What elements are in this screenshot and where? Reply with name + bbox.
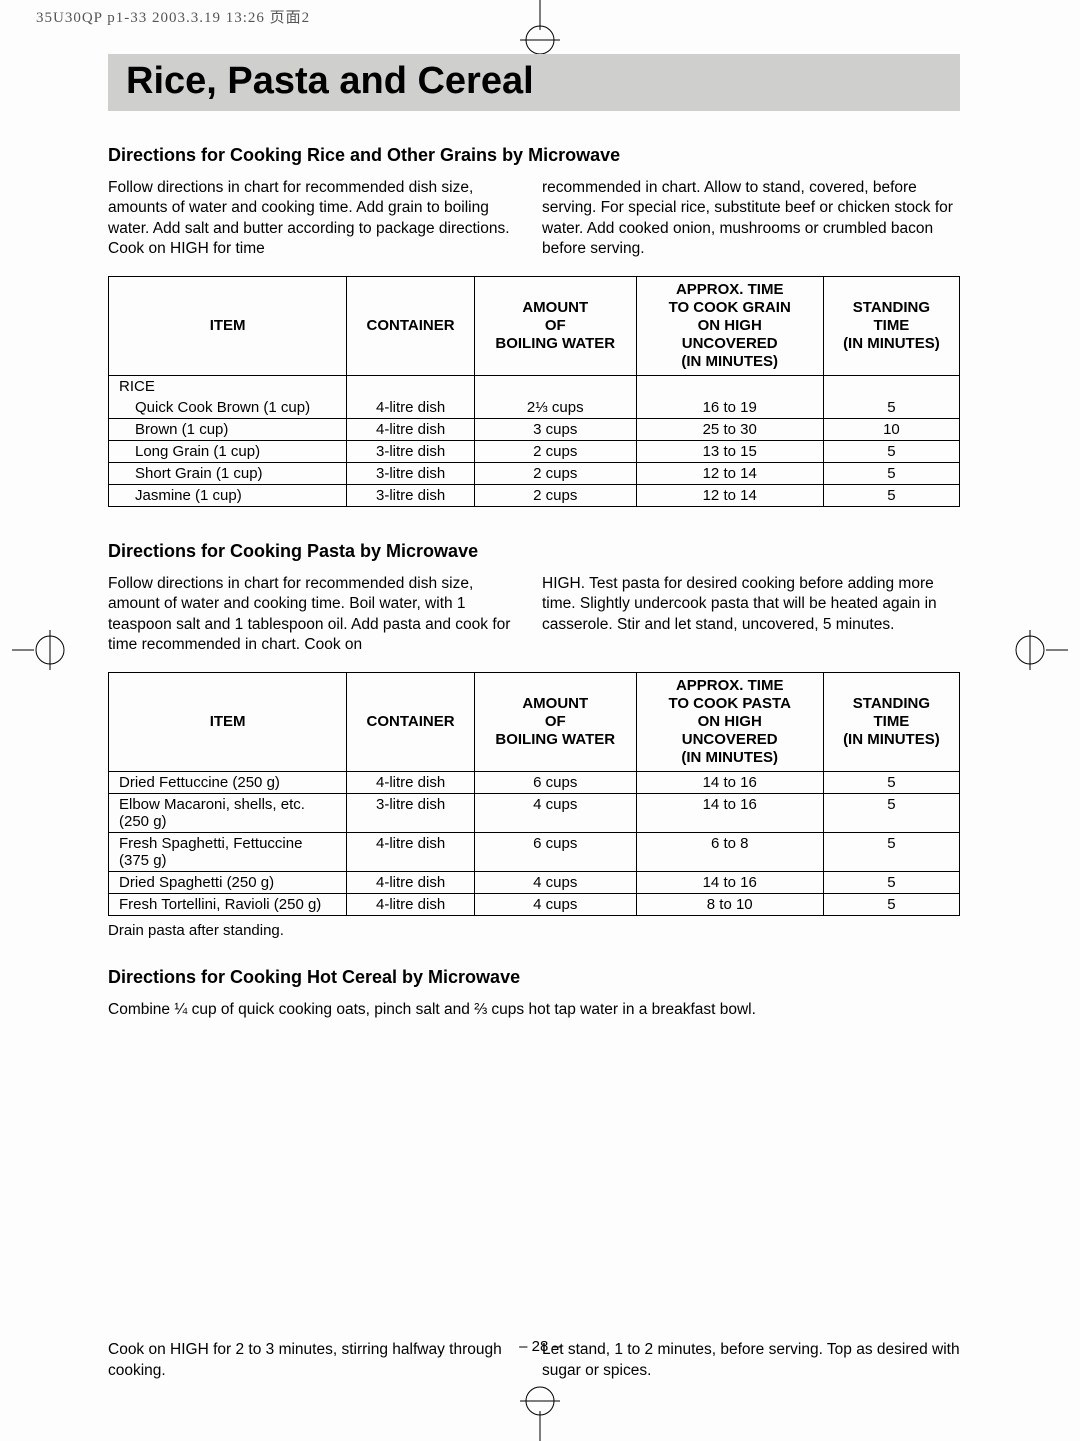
cell: 6 to 8 <box>636 832 823 871</box>
cell: Long Grain (1 cup) <box>109 440 347 462</box>
cell: Fresh Spaghetti, Fettuccine (375 g) <box>109 832 347 871</box>
cell: 4-litre dish <box>347 893 475 915</box>
cell: 12 to 14 <box>636 462 823 484</box>
cell: 5 <box>823 397 959 419</box>
cell: 3-litre dish <box>347 793 475 832</box>
page-content: Rice, Pasta and Cereal Directions for Co… <box>108 54 960 1397</box>
cell: 12 to 14 <box>636 484 823 506</box>
section2-para-right: HIGH. Test pasta for desired cooking bef… <box>542 574 960 656</box>
cell: Dried Fettuccine (250 g) <box>109 771 347 793</box>
cell: 16 to 19 <box>636 397 823 419</box>
section1-text: Follow directions in chart for recommend… <box>108 178 960 260</box>
cell: Fresh Tortellini, Ravioli (250 g) <box>109 893 347 915</box>
cell: 4 cups <box>474 793 636 832</box>
cell: 5 <box>823 793 959 832</box>
cell: 3-litre dish <box>347 440 475 462</box>
cell: 5 <box>823 771 959 793</box>
crop-mark-top <box>510 0 570 60</box>
print-meta-header: 35U30QP p1-33 2003.3.19 13:26 页面2 <box>36 6 310 27</box>
cell: Quick Cook Brown (1 cup) <box>109 397 347 419</box>
section2-para-left: Follow directions in chart for recommend… <box>108 574 526 656</box>
cell: 4-litre dish <box>347 418 475 440</box>
pasta-table: Item Container AmountofBoiling Water App… <box>108 672 960 916</box>
rice-table: Item Container AmountofBoiling Water App… <box>108 276 960 507</box>
cell: 2 cups <box>474 462 636 484</box>
cell: 8 to 10 <box>636 893 823 915</box>
section2-text: Follow directions in chart for recommend… <box>108 574 960 656</box>
section1-para-right: recommended in chart. Allow to stand, co… <box>542 178 960 260</box>
th-container: Container <box>347 276 475 375</box>
cell: 3-litre dish <box>347 462 475 484</box>
section2-heading: Directions for Cooking Pasta by Microwav… <box>108 541 960 562</box>
cell: 3-litre dish <box>347 484 475 506</box>
cell: Jasmine (1 cup) <box>109 484 347 506</box>
section3-heading: Directions for Cooking Hot Cereal by Mic… <box>108 967 960 988</box>
cell: Dried Spaghetti (250 g) <box>109 871 347 893</box>
pasta-table-note: Drain pasta after standing. <box>108 922 960 939</box>
cell: 10 <box>823 418 959 440</box>
crop-mark-right <box>1008 620 1068 680</box>
th-item: Item <box>109 672 347 771</box>
cell: 5 <box>823 462 959 484</box>
cell: 4 cups <box>474 871 636 893</box>
section3-line: Combine ¼ cup of quick cooking oats, pin… <box>108 1000 960 1020</box>
section3-para-right: Let stand, 1 to 2 minutes, before servin… <box>542 1340 960 1381</box>
th-amount: AmountofBoiling Water <box>474 672 636 771</box>
section1-heading: Directions for Cooking Rice and Other Gr… <box>108 145 960 166</box>
cell: 3 cups <box>474 418 636 440</box>
cell: 2 cups <box>474 484 636 506</box>
th-time: Approx. TimeTo Cook Grainon HIGHUncovere… <box>636 276 823 375</box>
crop-mark-left <box>12 620 72 680</box>
cell: Elbow Macaroni, shells, etc. (250 g) <box>109 793 347 832</box>
cell: 14 to 16 <box>636 871 823 893</box>
cell: 4-litre dish <box>347 771 475 793</box>
page-title-bar: Rice, Pasta and Cereal <box>108 54 960 111</box>
th-item: Item <box>109 276 347 375</box>
cell: 13 to 15 <box>636 440 823 462</box>
th-amount: AmountofBoiling Water <box>474 276 636 375</box>
cell: 5 <box>823 893 959 915</box>
th-time: Approx. TimeTo Cook Pastaon HIGHUncovere… <box>636 672 823 771</box>
cell: 14 to 16 <box>636 771 823 793</box>
cell: 14 to 16 <box>636 793 823 832</box>
rice-group-label: RICE <box>109 375 347 397</box>
section1-para-left: Follow directions in chart for recommend… <box>108 178 526 260</box>
th-container: Container <box>347 672 475 771</box>
cell: 4-litre dish <box>347 397 475 419</box>
cell: 4-litre dish <box>347 832 475 871</box>
page-title: Rice, Pasta and Cereal <box>126 60 942 103</box>
th-stand: StandingTime(in minutes) <box>823 276 959 375</box>
cell: 25 to 30 <box>636 418 823 440</box>
cell: 5 <box>823 871 959 893</box>
cell: 6 cups <box>474 832 636 871</box>
cell: Brown (1 cup) <box>109 418 347 440</box>
cell: 2 cups <box>474 440 636 462</box>
th-stand: StandingTime(in minutes) <box>823 672 959 771</box>
cell: 6 cups <box>474 771 636 793</box>
cell: 4-litre dish <box>347 871 475 893</box>
cell: 4 cups <box>474 893 636 915</box>
section3-para-left: Cook on HIGH for 2 to 3 minutes, stirrin… <box>108 1340 526 1381</box>
cell: 5 <box>823 832 959 871</box>
cell: 2⅓ cups <box>474 397 636 419</box>
cell: 5 <box>823 440 959 462</box>
cell: Short Grain (1 cup) <box>109 462 347 484</box>
page-number: – 28 – <box>519 1338 561 1355</box>
cell: 5 <box>823 484 959 506</box>
